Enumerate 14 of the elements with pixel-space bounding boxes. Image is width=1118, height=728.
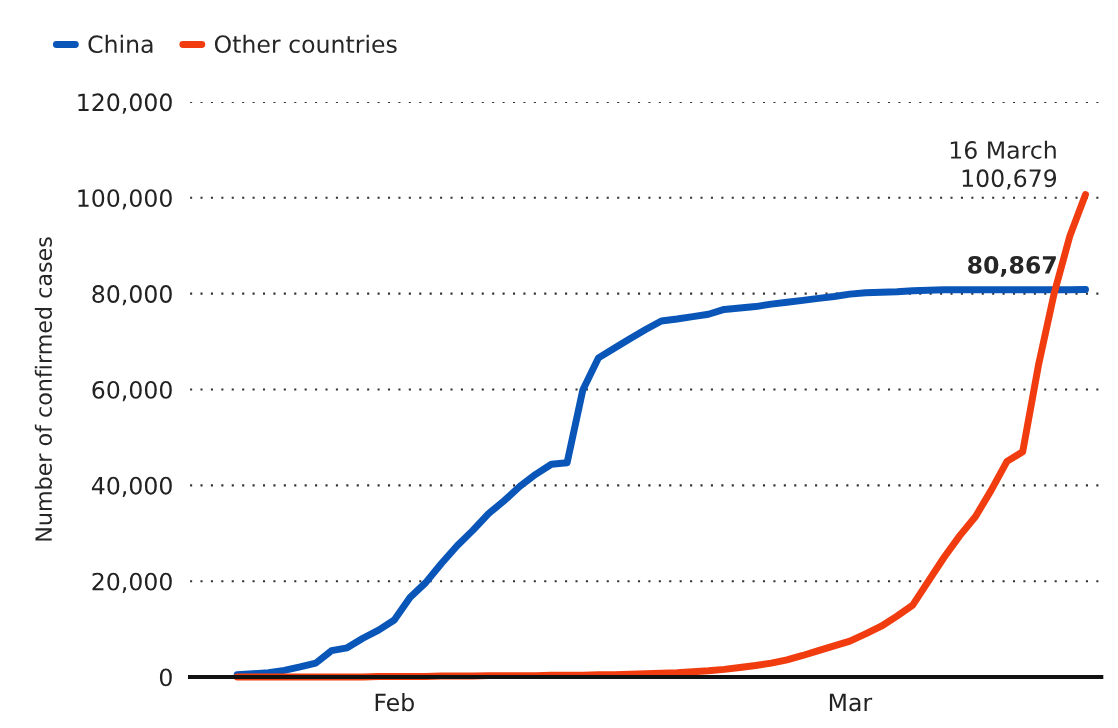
y-tick-label: 100,000 xyxy=(78,189,172,210)
x-tick-label: Feb xyxy=(375,693,414,712)
y-tick-label: 120,000 xyxy=(78,93,172,114)
legend-label: China xyxy=(88,34,153,54)
x-tick-label: Mar xyxy=(829,693,873,712)
annotation: 80,867 xyxy=(968,255,1056,277)
legend-label: Other countries xyxy=(214,34,397,54)
y-tick-label: 0 xyxy=(159,668,172,687)
y-tick-label: 20,000 xyxy=(92,572,172,593)
y-tick-label: 80,000 xyxy=(92,285,172,306)
y-tick-label: 60,000 xyxy=(92,380,172,402)
annotation: 16 March 100,679 xyxy=(950,140,1057,190)
y-axis-title: Number of confirmed cases xyxy=(34,237,52,541)
y-tick-label: 40,000 xyxy=(91,476,172,498)
